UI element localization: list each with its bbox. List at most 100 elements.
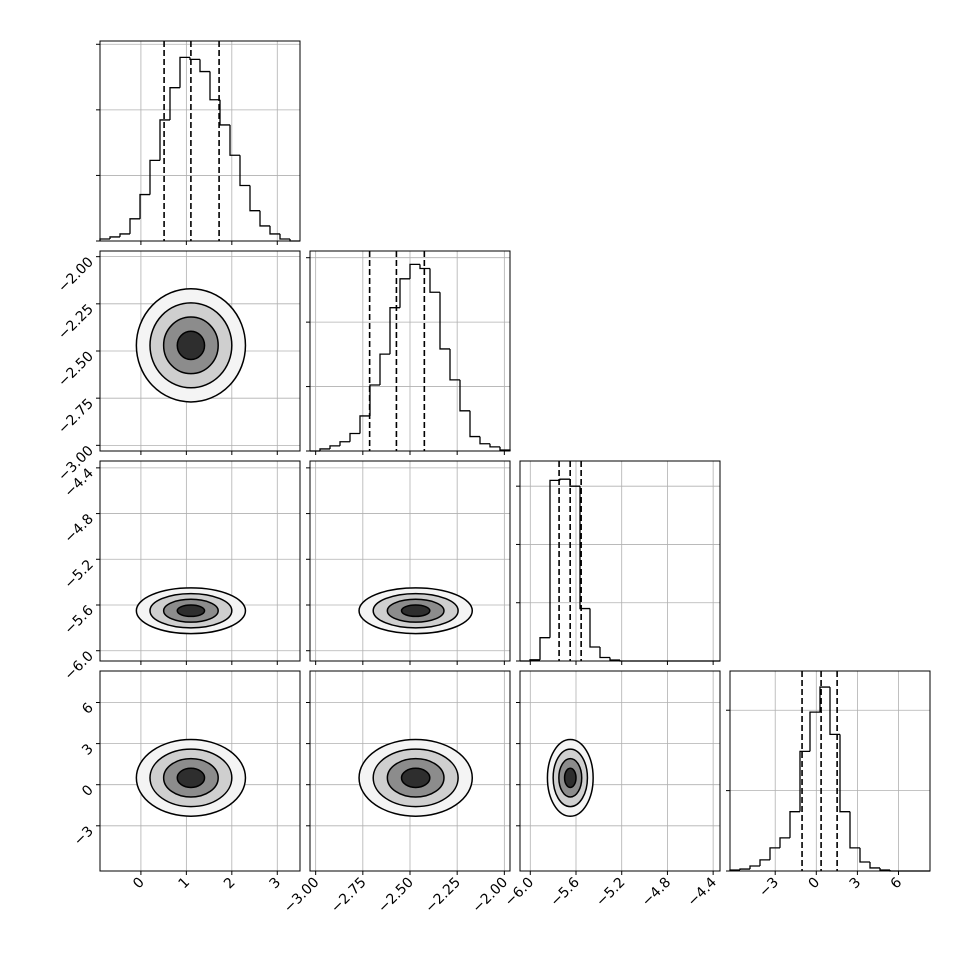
x-tick-label: 1 <box>176 875 194 893</box>
y-tick-label: −2.00 <box>55 254 97 296</box>
contour <box>176 604 206 618</box>
histogram-bin <box>759 859 770 867</box>
contour <box>176 330 206 361</box>
histogram-bin <box>259 210 270 227</box>
histogram-bin <box>569 479 580 487</box>
histogram-bin <box>749 865 760 870</box>
x-tick-label: −4.8 <box>639 875 674 910</box>
histogram-bin <box>779 837 790 848</box>
histogram-bin <box>769 847 780 860</box>
histogram-bin <box>559 478 570 481</box>
histogram-bin <box>829 687 840 735</box>
y-tick-label: −2.25 <box>55 301 97 343</box>
panel: −3.00−2.75−2.50−2.25−2.00 <box>281 670 511 917</box>
histogram-bin <box>799 750 810 812</box>
histogram-bin <box>269 225 280 235</box>
histogram-bin <box>129 218 140 234</box>
histogram-bin <box>539 637 550 660</box>
x-tick-label: 2 <box>221 875 239 893</box>
panel: −6.0 −5.6 −5.2 −4.8 −4.4 <box>502 670 721 910</box>
histogram-bin <box>819 686 830 713</box>
contour <box>176 767 206 789</box>
panel: −3.00−2.75−2.50−2.25−2.00 <box>55 250 301 485</box>
histogram-bin <box>249 185 260 212</box>
histogram-bin <box>739 868 750 871</box>
histogram-bin <box>149 159 160 195</box>
histogram-bin <box>589 608 600 648</box>
histogram-bin <box>229 124 240 156</box>
x-tick-label: 0 <box>130 875 148 893</box>
x-tick-label: 3 <box>266 875 284 893</box>
panel: −3 0 3 6 <box>726 670 931 901</box>
panel <box>516 460 721 665</box>
histogram-bin <box>449 348 460 381</box>
histogram-bin <box>279 233 290 240</box>
histogram-bin <box>869 861 880 869</box>
panel-frame <box>99 40 301 242</box>
histogram-bin <box>159 119 170 161</box>
histogram-bin <box>339 441 350 446</box>
panel <box>306 460 511 665</box>
panel-frame <box>519 670 721 872</box>
histogram-bin <box>859 847 870 863</box>
contour <box>400 767 431 789</box>
y-tick-label: −6.0 <box>61 648 96 683</box>
x-tick-label: −2.25 <box>422 875 464 917</box>
y-tick-label: −5.2 <box>61 557 96 592</box>
y-tick-label: 0 <box>79 782 97 800</box>
histogram-bin <box>189 57 200 61</box>
histogram-bin <box>879 867 890 871</box>
x-tick-label: −3 <box>756 875 782 901</box>
x-tick-label: 0 <box>806 875 824 893</box>
panel-frame <box>519 460 721 662</box>
histogram-bin <box>479 436 490 445</box>
histogram-bin <box>389 307 400 355</box>
panel: 0 1 2 3 −3 0 3 6 <box>71 670 301 893</box>
histogram-bin <box>839 734 850 813</box>
histogram-bin <box>119 233 130 237</box>
y-tick-label: −3 <box>71 823 97 849</box>
y-tick-label: 3 <box>79 741 97 759</box>
panel <box>96 40 301 245</box>
x-tick-label: −3.00 <box>281 875 323 917</box>
x-tick-label: 6 <box>888 874 906 892</box>
histogram-bin <box>319 448 330 451</box>
x-tick-label: −5.6 <box>547 874 582 909</box>
panel-frame <box>99 460 301 662</box>
histogram-bin <box>219 99 230 126</box>
histogram-bin <box>809 711 820 752</box>
histogram-bin <box>349 432 360 442</box>
histogram-bin <box>369 384 380 416</box>
y-tick-label: −2.75 <box>55 396 97 438</box>
histogram-bin <box>109 236 120 240</box>
x-tick-label: −6.0 <box>502 875 537 910</box>
histogram-bin <box>499 446 511 451</box>
histogram-bin <box>599 647 610 659</box>
y-tick-label: −2.50 <box>55 349 97 391</box>
histogram-bin <box>139 193 150 219</box>
histogram-bin <box>329 445 340 449</box>
panel-frame <box>729 670 931 872</box>
histogram-bin <box>399 278 410 308</box>
histogram-bin <box>549 479 560 638</box>
histogram-bin <box>459 379 470 412</box>
histogram-bin <box>429 268 440 293</box>
histogram-bin <box>419 264 430 270</box>
histogram-bin <box>179 56 190 88</box>
x-tick-label: −2.50 <box>375 875 417 917</box>
histogram-bin <box>849 811 860 849</box>
panel-frame <box>309 670 511 872</box>
histogram-bin <box>239 155 250 187</box>
histogram-bin <box>489 443 500 448</box>
panel-frame <box>309 250 511 452</box>
panel-frame <box>309 460 511 662</box>
histogram-bin <box>409 263 420 279</box>
y-tick-label: −5.6 <box>61 602 96 637</box>
panel-frame <box>99 670 301 872</box>
contour <box>563 767 577 789</box>
x-tick-label: −2.75 <box>328 875 370 917</box>
panel <box>306 250 511 455</box>
histogram-bin <box>439 292 450 350</box>
histogram-bin <box>469 410 480 438</box>
